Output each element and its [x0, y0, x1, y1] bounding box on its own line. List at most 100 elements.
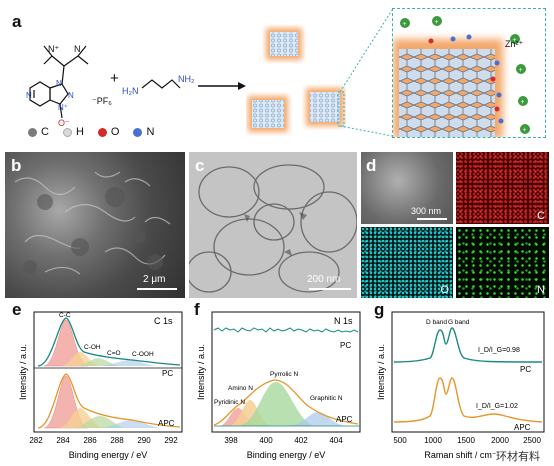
- chart-f-title: N 1s: [334, 316, 353, 326]
- zoomed-graphene-art: + + + + + +: [393, 16, 530, 137]
- panel-b-scalebar: [137, 288, 177, 290]
- legend-item-oxygen: O: [97, 126, 119, 138]
- chart-e-frame: [33, 311, 183, 433]
- panel-d-sem-image: 300 nm: [361, 152, 453, 224]
- tick-label: 290: [137, 436, 151, 445]
- tick-label: 2500: [523, 436, 541, 445]
- peak-label-pyrrolic: Pyrrolic N: [270, 371, 298, 378]
- eds-oxygen-label: O: [440, 284, 449, 296]
- peak-label-pyridinic: Pyridinic N: [214, 399, 245, 406]
- tick-label: 398: [224, 436, 238, 445]
- reaction-arrow: [198, 82, 246, 90]
- chart-e-xlabel: Binding energy / eV: [69, 450, 148, 460]
- chart-e-title: C 1s: [154, 316, 173, 326]
- atom-legend: C H O N: [28, 126, 154, 138]
- tick-label: 292: [164, 436, 178, 445]
- eds-carbon-label: C: [537, 210, 545, 222]
- tick-label: 282: [29, 436, 43, 445]
- apc-peak-co: [76, 416, 124, 428]
- svg-text:N: N: [68, 91, 74, 100]
- tem-texture: [189, 164, 357, 293]
- series-label-apc: APC: [514, 423, 531, 432]
- eds-map-nitrogen: N: [456, 227, 549, 298]
- pc-peak-cooh: [102, 360, 156, 366]
- tick-label: 1500: [457, 436, 475, 445]
- chart-f-xticks: 398 400 402 404: [224, 436, 343, 445]
- pf6-label: ⁻PF₆: [92, 96, 112, 106]
- peak-label-coh: C-OH: [84, 344, 101, 351]
- tick-label: 286: [83, 436, 97, 445]
- pc-envelope: [37, 317, 181, 367]
- peak-label-cooh: C-OOH: [132, 351, 154, 358]
- svg-text:N⁺: N⁺: [58, 103, 68, 112]
- ratio-label-apc: I_D/I_G=1.02: [476, 403, 518, 410]
- apc-envelope: [213, 379, 359, 426]
- panel-d-letter: d: [366, 156, 377, 175]
- zn-ion-label: Zn²⁺: [505, 39, 524, 49]
- chart-f-xlabel: Binding energy / eV: [247, 450, 326, 460]
- legend-item-nitrogen: N: [133, 126, 154, 138]
- legend-label: C: [41, 126, 49, 138]
- panel-d-scalebar-label: 300 nm: [411, 206, 442, 216]
- chart-g-xlabel: Raman shift / cm⁻¹: [424, 450, 499, 460]
- svg-text:+: +: [519, 67, 523, 74]
- svg-text:N: N: [74, 44, 81, 54]
- chart-f-ylabel: Intensity / a.u.: [196, 344, 206, 400]
- hatu-molecule: N⁺ N N N N⁺ N O⁻: [26, 44, 89, 128]
- peak-label-cc: C-C: [59, 312, 71, 319]
- peak-label-co: C=O: [107, 350, 121, 357]
- pc-peak-co: [78, 358, 120, 366]
- apc-peak-cooh: [100, 420, 160, 428]
- chart-f-n1s: N 1s PC APC Pyridinic N Amino N Pyrrolic…: [196, 311, 361, 460]
- tick-label: 2000: [491, 436, 509, 445]
- oxygen-atom-icon: [97, 127, 107, 137]
- panel-b-scalebar-label: 2 μm: [143, 274, 166, 285]
- tick-label: 1000: [424, 436, 442, 445]
- chart-g-ylabel: Intensity / a.u.: [376, 344, 386, 400]
- svg-text:+: +: [521, 99, 525, 106]
- tick-label: 402: [294, 436, 308, 445]
- amine-left: H₂N: [122, 86, 139, 96]
- ethylenediamine-molecule: [141, 79, 181, 89]
- svg-text:+: +: [435, 19, 439, 26]
- series-label-apc: APC: [158, 419, 175, 428]
- tick-label: 288: [110, 436, 124, 445]
- chart-g-xticks: 500 1000 1500 2000 2500: [393, 436, 541, 445]
- nitrogen-atom-icon: [133, 127, 143, 137]
- watermark-text: 环材有料: [496, 450, 540, 463]
- graphene-sheets: [248, 28, 344, 132]
- chart-e-c1s: C 1s C-C C-OH C=O C-OOH PC APC 282 284 2…: [18, 311, 183, 460]
- series-label-pc: PC: [162, 369, 173, 378]
- panel-e-letter: e: [12, 300, 22, 319]
- tick-label: 400: [259, 436, 273, 445]
- apc-raman-line: [393, 377, 543, 423]
- chart-g-raman: D band G band I_D/I_G=0.98 I_D/I_G=1.02 …: [376, 311, 545, 460]
- svg-text:+: +: [523, 127, 527, 134]
- tick-label: 284: [56, 436, 70, 445]
- series-label-pc: PC: [340, 341, 351, 350]
- eds-map-oxygen: O: [361, 227, 453, 298]
- panel-a: a N⁺ N N N N⁺ N O⁻ ⁻PF₆ + H₂N: [0, 0, 554, 150]
- band-label-g: G band: [448, 319, 470, 326]
- plus-sign: +: [110, 70, 119, 87]
- tick-label: 404: [329, 436, 343, 445]
- panel-b-sem-image: b 2 μm: [5, 152, 185, 298]
- legend-item-carbon: C: [28, 126, 49, 138]
- chart-e-xticks: 282 284 286 288 290 292: [29, 436, 178, 445]
- carbon-atom-icon: [28, 127, 37, 137]
- series-label-apc: APC: [336, 415, 353, 424]
- amine-right: NH₂: [178, 74, 195, 84]
- series-label-pc: PC: [520, 365, 531, 374]
- tick-label: 500: [393, 436, 407, 445]
- zoom-lines: [337, 9, 393, 137]
- pc-noisy-line: [213, 327, 359, 333]
- chart-e-ylabel: Intensity / a.u.: [18, 344, 28, 400]
- zoomed-graphene-box: + + + + + + Zn²⁺: [392, 8, 546, 138]
- panel-f-letter: f: [194, 300, 200, 319]
- peak-label-graphitic: Graphitic N: [310, 395, 343, 402]
- pc-raman-line: [393, 327, 543, 363]
- hydrogen-atom-icon: [62, 127, 72, 137]
- apc-peak-pyrrolic: [240, 382, 314, 426]
- band-label-d: D band: [426, 319, 447, 326]
- svg-text:N: N: [26, 91, 32, 100]
